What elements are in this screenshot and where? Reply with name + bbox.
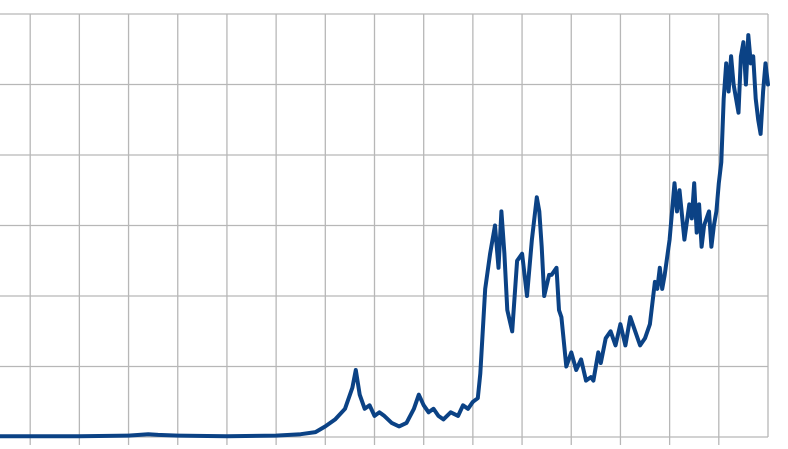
series-layer [0, 33, 770, 439]
series-line-0 [0, 33, 770, 439]
grid-layer [0, 13, 769, 445]
